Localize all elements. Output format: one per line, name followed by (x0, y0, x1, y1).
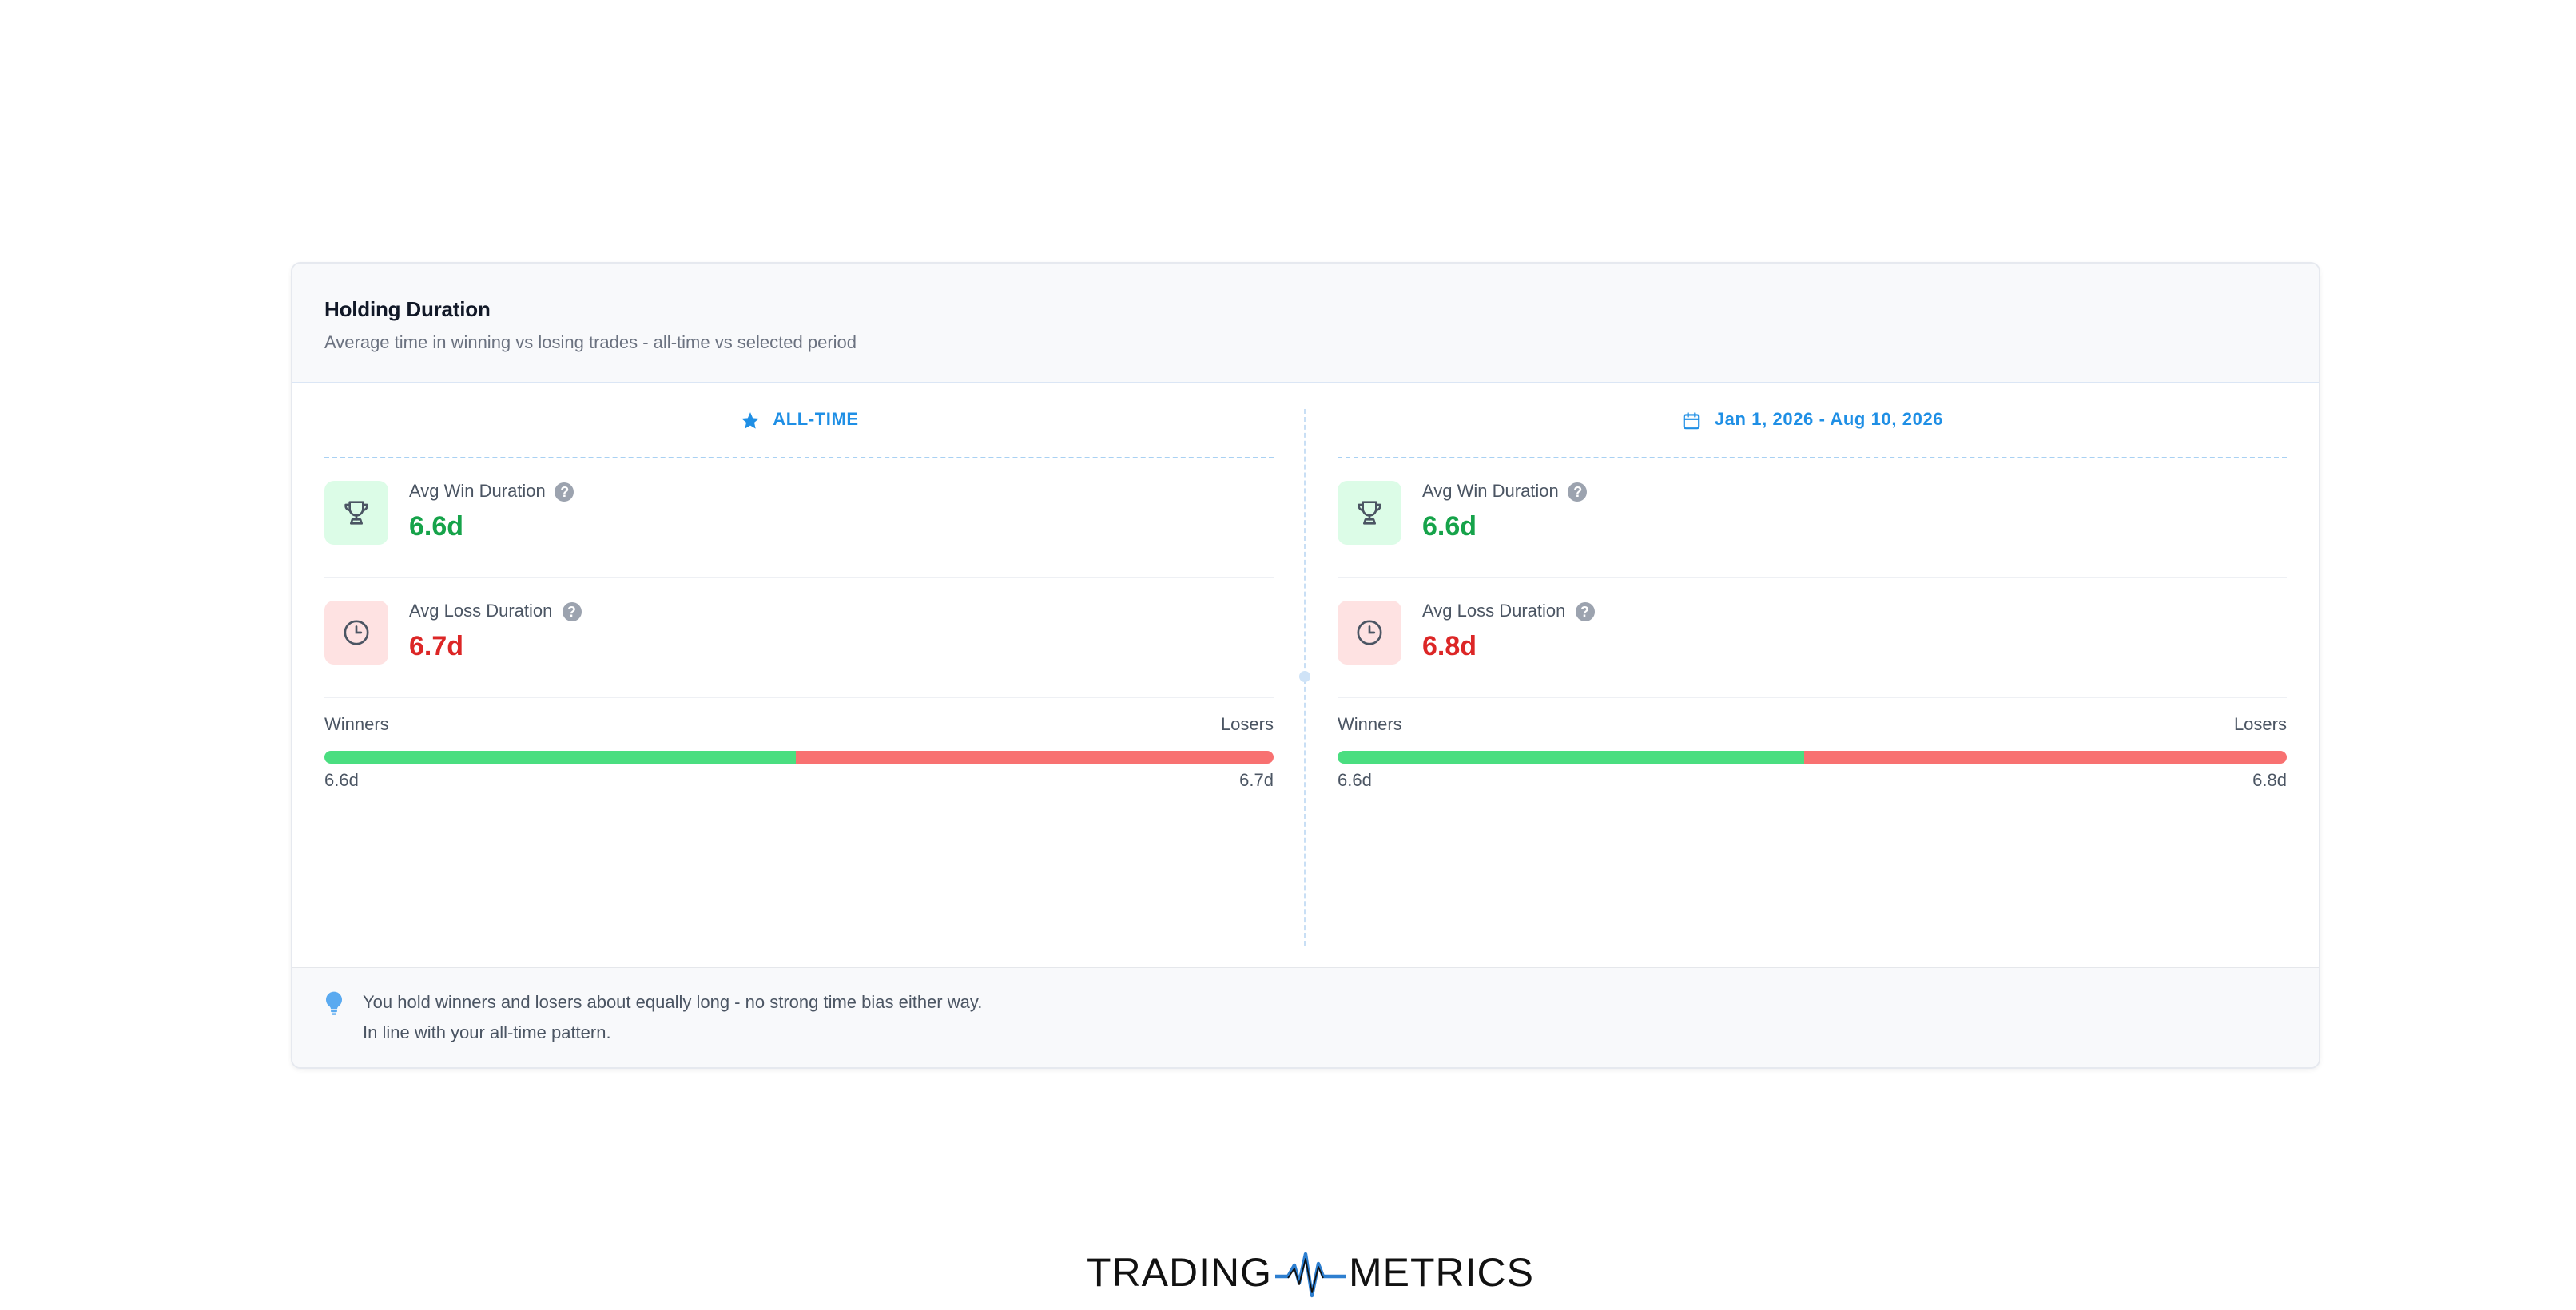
card-header: Holding Duration Average time in winning… (292, 264, 2319, 383)
pulse-logo-icon (1272, 1244, 1349, 1302)
brand-logo: TRADING METRICS (1087, 1243, 1534, 1304)
clock-icon (1338, 601, 1401, 665)
insight-subtext: In line with your all-time pattern. (363, 1024, 611, 1043)
winners-bar-segment (1338, 751, 1805, 764)
metric-value: 6.8d (1422, 631, 1477, 661)
avg-win-duration: Avg Win Duration ? 6.6d (324, 458, 1274, 578)
losers-label: Losers (1220, 716, 1274, 735)
all-time-header: ALL-TIME (324, 383, 1274, 458)
winners-bar-segment (324, 751, 797, 764)
avg-loss-duration: Avg Loss Duration ? 6.7d (324, 578, 1274, 698)
star-icon (739, 410, 760, 431)
metric-label-row: Avg Loss Duration ? (1422, 602, 1595, 621)
column-header-label: ALL-TIME (773, 411, 859, 430)
duration-bar (324, 751, 1274, 764)
metric-label: Avg Loss Duration (1422, 602, 1566, 621)
losers-bar-segment (1804, 751, 2287, 764)
duration-compare: Winners Losers 6.6d 6.7d (324, 716, 1274, 812)
insight-text: You hold winners and losers about equall… (363, 994, 983, 1013)
selected-period-column: Jan 1, 2026 - Aug 10, 2026 Avg Win (1338, 383, 2287, 947)
brand-left-text: TRADING (1087, 1250, 1272, 1295)
comparison-columns: ALL-TIME Avg Win Duration (292, 383, 2319, 947)
clock-icon (324, 601, 388, 665)
selected-period-header: Jan 1, 2026 - Aug 10, 2026 (1338, 383, 2287, 458)
metric-label-row: Avg Win Duration ? (1422, 482, 1588, 502)
compare-values: 6.6d 6.8d (1338, 772, 2287, 791)
avg-win-duration: Avg Win Duration ? 6.6d (1338, 458, 2287, 578)
metric-label-row: Avg Win Duration ? (409, 482, 574, 502)
losers-bar-segment (796, 751, 1274, 764)
winners-label: Winners (1338, 716, 1402, 735)
winners-value: 6.6d (324, 772, 359, 791)
metric-value: 6.7d (409, 631, 464, 661)
compare-labels: Winners Losers (1338, 716, 2287, 735)
losers-value: 6.8d (2252, 772, 2287, 791)
trophy-icon (1338, 481, 1401, 545)
metric-label: Avg Loss Duration (409, 602, 553, 621)
duration-compare: Winners Losers 6.6d 6.8d (1338, 716, 2287, 812)
card-subtitle: Average time in winning vs losing trades… (324, 334, 857, 353)
help-icon[interactable]: ? (562, 602, 582, 621)
help-icon[interactable]: ? (555, 482, 574, 502)
compare-values: 6.6d 6.7d (324, 772, 1274, 791)
winners-value: 6.6d (1338, 772, 1372, 791)
avg-loss-duration: Avg Loss Duration ? 6.8d (1338, 578, 2287, 698)
divider-dot (1299, 671, 1310, 682)
metric-value: 6.6d (1422, 511, 1477, 542)
calendar-icon (1681, 410, 1702, 431)
metric-label-row: Avg Loss Duration ? (409, 602, 582, 621)
card-title: Holding Duration (324, 297, 491, 321)
holding-duration-card: Holding Duration Average time in winning… (291, 262, 2320, 1069)
help-icon[interactable]: ? (1568, 482, 1588, 502)
duration-bar (1338, 751, 2287, 764)
metric-label: Avg Win Duration (409, 482, 546, 502)
trophy-icon (324, 481, 388, 545)
losers-value: 6.7d (1239, 772, 1274, 791)
lightbulb-icon (324, 990, 344, 1024)
help-icon[interactable]: ? (1575, 602, 1595, 621)
compare-labels: Winners Losers (324, 716, 1274, 735)
brand-right-text: METRICS (1349, 1250, 1534, 1295)
winners-label: Winners (324, 716, 389, 735)
metric-label: Avg Win Duration (1422, 482, 1559, 502)
column-header-label: Jan 1, 2026 - Aug 10, 2026 (1714, 411, 1944, 430)
metric-value: 6.6d (409, 511, 464, 542)
all-time-column: ALL-TIME Avg Win Duration (324, 383, 1274, 947)
insight-footer: You hold winners and losers about equall… (292, 967, 2319, 1067)
losers-label: Losers (2233, 716, 2287, 735)
